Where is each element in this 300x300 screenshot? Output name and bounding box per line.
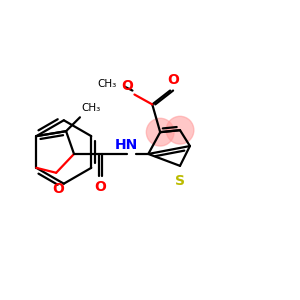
Text: O: O <box>167 73 179 87</box>
Circle shape <box>146 118 174 146</box>
Text: CH₃: CH₃ <box>97 79 117 88</box>
Circle shape <box>166 116 194 144</box>
Text: S: S <box>175 174 185 188</box>
Text: CH₃: CH₃ <box>81 103 100 113</box>
Text: O: O <box>94 180 106 194</box>
Text: O: O <box>52 182 64 196</box>
Text: HN: HN <box>115 138 138 152</box>
Text: O: O <box>122 79 134 92</box>
